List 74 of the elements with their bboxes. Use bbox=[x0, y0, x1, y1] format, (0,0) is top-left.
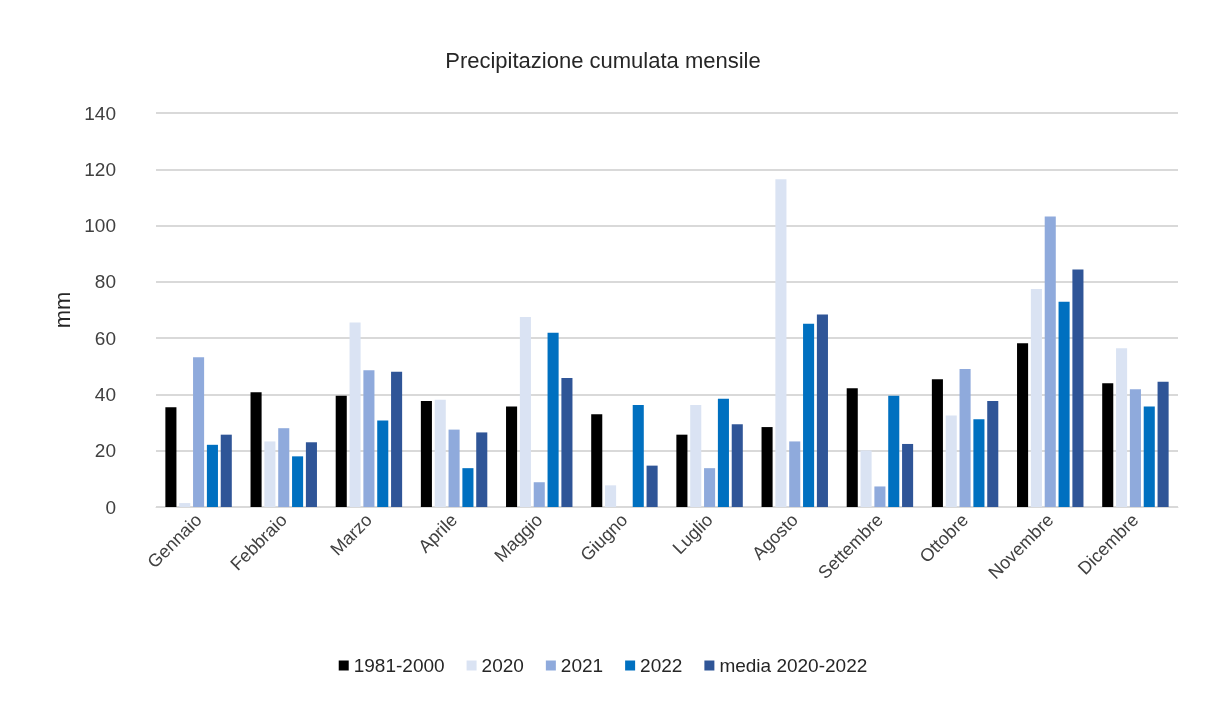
bar bbox=[476, 432, 488, 507]
bar bbox=[206, 444, 218, 507]
bar bbox=[462, 468, 474, 507]
bar bbox=[1017, 343, 1029, 507]
bar bbox=[179, 503, 191, 507]
bar bbox=[632, 405, 644, 507]
bar bbox=[561, 378, 573, 507]
bar bbox=[377, 420, 389, 507]
bar bbox=[1102, 383, 1114, 507]
bar bbox=[676, 434, 688, 507]
chart-title: Precipitazione cumulata mensile bbox=[445, 47, 761, 73]
bar bbox=[1058, 301, 1070, 507]
bar bbox=[533, 482, 545, 507]
bar bbox=[1072, 269, 1084, 507]
bar bbox=[193, 357, 205, 507]
bar bbox=[959, 369, 971, 507]
bar bbox=[519, 317, 531, 507]
bar bbox=[860, 450, 872, 507]
y-tick-label: 20 bbox=[94, 440, 116, 462]
bar bbox=[591, 414, 603, 507]
y-tick-label: 0 bbox=[105, 496, 116, 518]
bar bbox=[434, 399, 446, 507]
bar bbox=[165, 407, 177, 507]
bar bbox=[1030, 288, 1042, 507]
legend-label: media 2020-2022 bbox=[719, 655, 868, 676]
y-tick-label: 100 bbox=[84, 215, 116, 237]
bar bbox=[250, 392, 262, 507]
bar bbox=[945, 415, 957, 507]
legend-label: 2022 bbox=[640, 655, 683, 676]
bar bbox=[761, 427, 773, 507]
bar bbox=[717, 398, 729, 507]
bar bbox=[391, 371, 403, 507]
bar bbox=[731, 424, 743, 507]
bar bbox=[264, 441, 276, 507]
bar bbox=[305, 442, 317, 507]
bar bbox=[420, 400, 432, 507]
legend-label: 1981-2000 bbox=[353, 655, 445, 676]
bar bbox=[646, 465, 658, 507]
bar bbox=[448, 429, 460, 507]
bar bbox=[292, 456, 304, 507]
bar bbox=[803, 323, 815, 507]
bar bbox=[506, 406, 518, 507]
bar bbox=[547, 332, 559, 507]
bar bbox=[888, 395, 900, 507]
bar bbox=[1143, 406, 1155, 507]
bar bbox=[931, 379, 943, 507]
bar bbox=[1129, 389, 1141, 507]
bar bbox=[349, 322, 361, 507]
bar bbox=[874, 486, 886, 507]
y-tick-label: 40 bbox=[94, 383, 116, 405]
bar bbox=[987, 400, 999, 507]
legend-label: 2021 bbox=[560, 655, 604, 676]
bar bbox=[1116, 348, 1128, 507]
y-tick-label: 80 bbox=[94, 271, 116, 293]
bar bbox=[363, 370, 375, 507]
bar bbox=[690, 405, 702, 507]
bar bbox=[335, 395, 347, 507]
bar bbox=[704, 468, 716, 507]
bar bbox=[1157, 381, 1169, 507]
legend-label: 2020 bbox=[481, 655, 524, 676]
bar bbox=[902, 443, 914, 507]
bar bbox=[1044, 216, 1056, 507]
y-tick-label: 120 bbox=[84, 158, 116, 180]
y-axis-title: mm bbox=[49, 291, 75, 329]
bar bbox=[973, 419, 985, 507]
bar bbox=[775, 179, 787, 507]
y-tick-label: 140 bbox=[84, 102, 116, 124]
y-tick-label: 60 bbox=[94, 327, 116, 349]
bar bbox=[789, 441, 801, 507]
bar bbox=[220, 434, 232, 507]
bar bbox=[278, 428, 290, 507]
bar bbox=[846, 388, 858, 507]
bar bbox=[816, 314, 828, 507]
bar bbox=[605, 485, 617, 507]
